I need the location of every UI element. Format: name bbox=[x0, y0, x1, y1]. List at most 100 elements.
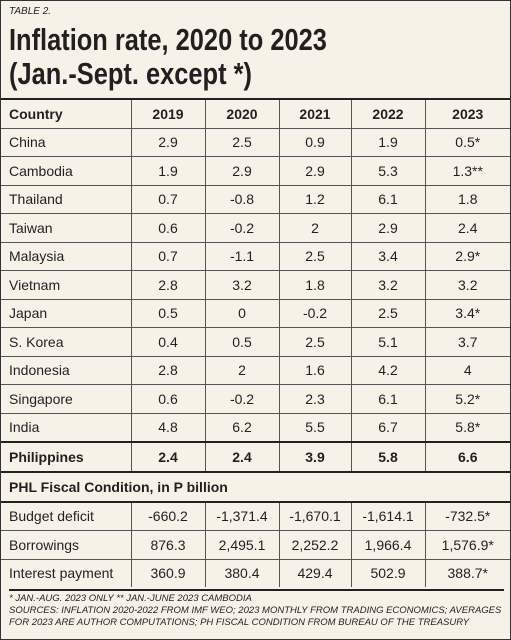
cell: 0 bbox=[204, 298, 279, 328]
cell: 2.9 bbox=[204, 156, 279, 185]
cell: 5.2* bbox=[424, 384, 510, 413]
row-label: India bbox=[1, 412, 131, 442]
footnotes: * JAN.-AUG. 2023 ONLY ** JAN.-JUNE 2023 … bbox=[9, 589, 504, 629]
cell: 3.2 bbox=[204, 270, 279, 299]
table-label: TABLE 2. bbox=[9, 6, 52, 17]
row-label: Budget deficit bbox=[1, 500, 131, 531]
footnote: SOURCES: INFLATION 2020-2022 FROM IMF WE… bbox=[9, 605, 502, 628]
table-row: Singapore 0.6 -0.2 2.3 6.1 5.2* bbox=[1, 384, 510, 413]
section-row: PHL Fiscal Condition, in P billion bbox=[1, 470, 510, 502]
cell: 0.6 bbox=[130, 213, 205, 242]
table-row: Philippines 2.4 2.4 3.9 5.8 6.6 bbox=[1, 441, 510, 472]
cell: 6.1 bbox=[350, 384, 425, 413]
cell: 502.9 bbox=[350, 558, 425, 587]
row-label: S. Korea bbox=[1, 327, 131, 356]
cell: 2.4 bbox=[204, 441, 279, 472]
cell: 876.3 bbox=[130, 530, 205, 559]
table-row: Malaysia 0.7 -1.1 2.5 3.4 2.9* bbox=[1, 241, 510, 271]
cell: 5.3 bbox=[350, 156, 425, 185]
cell: 2,495.1 bbox=[204, 530, 279, 559]
cell: 0.7 bbox=[130, 184, 205, 214]
cell: 6.2 bbox=[204, 412, 279, 442]
cell: 2.5 bbox=[278, 241, 351, 271]
row-label: Taiwan bbox=[1, 213, 131, 242]
footnote: * JAN.-AUG. 2023 ONLY ** JAN.-JUNE 2023 … bbox=[9, 593, 252, 604]
cell: 6.6 bbox=[424, 441, 510, 472]
cell: 2.5 bbox=[204, 127, 279, 157]
cell: -660.2 bbox=[130, 500, 205, 531]
cell: 2.5 bbox=[350, 298, 425, 328]
cell: 1.9 bbox=[350, 127, 425, 157]
row-label: China bbox=[1, 127, 131, 157]
cell: 5.1 bbox=[350, 327, 425, 356]
row-label: Borrowings bbox=[1, 530, 131, 559]
cell: 0.9 bbox=[278, 127, 351, 157]
table-row: Cambodia 1.9 2.9 2.9 5.3 1.3** bbox=[1, 156, 510, 185]
cell: 2020 bbox=[204, 98, 279, 128]
table-row: S. Korea 0.4 0.5 2.5 5.1 3.7 bbox=[1, 327, 510, 356]
table-row: Vietnam 2.8 3.2 1.8 3.2 3.2 bbox=[1, 270, 510, 299]
cell: 2.4 bbox=[130, 441, 205, 472]
cell: -1,670.1 bbox=[278, 500, 351, 531]
row-label: Singapore bbox=[1, 384, 131, 413]
cell: 1,966.4 bbox=[350, 530, 425, 559]
cell: 2 bbox=[278, 213, 351, 242]
row-label: Japan bbox=[1, 298, 131, 328]
cell: 0.6 bbox=[130, 384, 205, 413]
cell: 2 bbox=[204, 355, 279, 385]
cell: 3.7 bbox=[424, 327, 510, 356]
section-title: PHL Fiscal Condition, in P billion bbox=[1, 470, 510, 502]
cell: 2022 bbox=[350, 98, 425, 128]
cell: 2019 bbox=[130, 98, 205, 128]
cell: -1,371.4 bbox=[204, 500, 279, 531]
cell: 2.3 bbox=[278, 384, 351, 413]
cell: -1,614.1 bbox=[350, 500, 425, 531]
cell: 380.4 bbox=[204, 558, 279, 587]
cell: 1,576.9* bbox=[424, 530, 510, 559]
cell: 0.5 bbox=[204, 327, 279, 356]
cell: 0.4 bbox=[130, 327, 205, 356]
row-label: Country bbox=[1, 98, 131, 128]
cell: 2023 bbox=[424, 98, 510, 128]
row-label: Philippines bbox=[1, 441, 131, 472]
cell: 1.9 bbox=[130, 156, 205, 185]
cell: 4.8 bbox=[130, 412, 205, 442]
cell: 1.8 bbox=[278, 270, 351, 299]
table-row: India 4.8 6.2 5.5 6.7 5.8* bbox=[1, 412, 510, 442]
cell: 2,252.2 bbox=[278, 530, 351, 559]
row-label: Thailand bbox=[1, 184, 131, 214]
cell: 4.2 bbox=[350, 355, 425, 385]
cell: 6.7 bbox=[350, 412, 425, 442]
cell: 5.5 bbox=[278, 412, 351, 442]
table-row: China 2.9 2.5 0.9 1.9 0.5* bbox=[1, 127, 510, 157]
cell: 1.8 bbox=[424, 184, 510, 214]
cell: 3.2 bbox=[424, 270, 510, 299]
cell: 6.1 bbox=[350, 184, 425, 214]
row-label: Interest payment bbox=[1, 558, 131, 587]
cell: 2.9 bbox=[350, 213, 425, 242]
table-row: Interest payment 360.9 380.4 429.4 502.9 388.… bbox=[1, 558, 510, 587]
table-row: Indonesia 2.8 2 1.6 4.2 4 bbox=[1, 355, 510, 385]
table-row: Budget deficit -660.2 -1,371.4 -1,670.1 -1,6… bbox=[1, 500, 510, 531]
title: Inflation rate, 2020 to 2023 bbox=[9, 22, 327, 57]
cell: -0.2 bbox=[278, 298, 351, 328]
cell: 2.4 bbox=[424, 213, 510, 242]
cell: 5.8* bbox=[424, 412, 510, 442]
table-row: Japan 0.5 0 -0.2 2.5 3.4* bbox=[1, 298, 510, 328]
cell: 2.8 bbox=[130, 270, 205, 299]
title: (Jan.-Sept. except *) bbox=[9, 56, 252, 91]
cell: -0.2 bbox=[204, 213, 279, 242]
cell: 2.5 bbox=[278, 327, 351, 356]
cell: 2.8 bbox=[130, 355, 205, 385]
cell: -0.8 bbox=[204, 184, 279, 214]
cell: -732.5* bbox=[424, 500, 510, 531]
data-table: Country 2019 2020 2021 2022 2023 China 2.9 2.5 0.… bbox=[1, 98, 510, 587]
cell: 2021 bbox=[278, 98, 351, 128]
cell: 388.7* bbox=[424, 558, 510, 587]
table-row: Taiwan 0.6 -0.2 2 2.9 2.4 bbox=[1, 213, 510, 242]
cell: 3.4* bbox=[424, 298, 510, 328]
cell: 3.9 bbox=[278, 441, 351, 472]
row-label: Vietnam bbox=[1, 270, 131, 299]
table-row: Borrowings 876.3 2,495.1 2,252.2 1,966.4 1,57… bbox=[1, 530, 510, 559]
row-label: Cambodia bbox=[1, 156, 131, 185]
